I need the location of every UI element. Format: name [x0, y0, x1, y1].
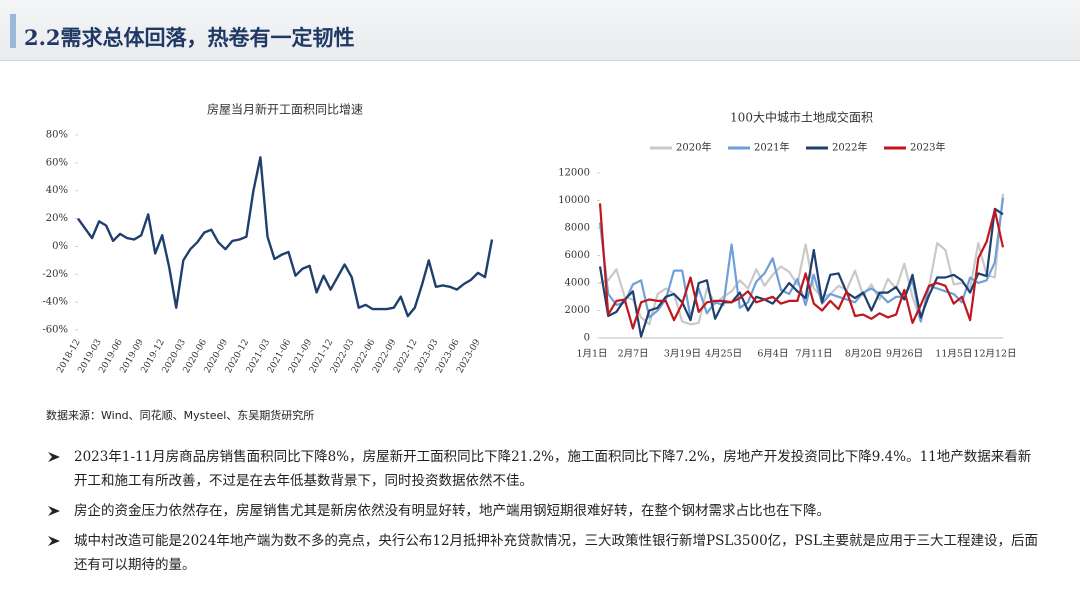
header: 2.2需求总体回落，热卷有一定韧性: [0, 0, 1080, 61]
x-tick-label: 6月4日: [757, 349, 788, 360]
source-note: 数据来源：Wind、同花顺、Mysteel、东吴期货研究所: [46, 409, 315, 422]
x-tick-label: 11月5日: [935, 349, 972, 360]
bullet-marker: [48, 506, 60, 516]
y-tick-label: 6000: [565, 250, 590, 261]
legend-label: 2021年: [754, 141, 789, 154]
y-tick-label: -60%: [42, 325, 68, 336]
y-tick-label: 10000: [558, 195, 590, 206]
y-tick-label: 80%: [46, 130, 68, 141]
bullet-text: 房企的资金压力依然存在，房屋销售尤其是新房依然没有明显好转，地产端用钢短期很难好…: [74, 503, 830, 519]
chart-title: 100大中城市土地成交面积: [730, 110, 873, 125]
data-line: [598, 203, 1005, 330]
y-tick-label: -40%: [42, 297, 68, 308]
bullet-text: 2023年1-11月房商品房销售面积同比下降8%，房屋新开工面积同比下降21.2…: [74, 449, 1032, 489]
x-tick-label: 4月25日: [705, 349, 742, 360]
bullet-marker: [48, 452, 60, 462]
bullet: 城中村改造可能是2024年地产端为数不多的亮点，央行公布12月抵押补充贷款情况，…: [48, 529, 1038, 577]
x-tick-label: 7月11日: [795, 349, 832, 360]
legend-label: 2022年: [832, 141, 867, 154]
y-tick-label: -20%: [42, 269, 68, 280]
header-stripe: [10, 14, 16, 48]
x-tick-label: 2月7日: [618, 349, 649, 360]
x-tick-label: 12月12日: [973, 349, 1016, 360]
x-tick-label: 3月19日: [664, 349, 701, 360]
bullet: 房企的资金压力依然存在，房屋销售尤其是新房依然没有明显好转，地产端用钢短期很难好…: [48, 499, 1038, 523]
data-line: [598, 197, 1005, 323]
x-tick-label: 9月26日: [886, 349, 923, 360]
legend-label: 2020年: [676, 141, 711, 154]
x-tick-label: 8月20日: [845, 349, 882, 360]
y-tick-label: 0: [584, 333, 590, 344]
bullet: 2023年1-11月房商品房销售面积同比下降8%，房屋新开工面积同比下降21.2…: [48, 445, 1038, 493]
data-line: [598, 207, 1004, 338]
y-tick-label: 60%: [46, 157, 68, 168]
charts: 房屋当月新开工面积同比增速 -60% -40% -20% 0% 20% 40% 60% 80% 2…: [42, 102, 1016, 376]
bullet-marker: [48, 536, 60, 546]
y-tick-label: 2000: [565, 305, 590, 316]
y-tick-label: 20%: [46, 213, 68, 224]
data-line: [599, 193, 1005, 326]
bullet-text: 城中村改造可能是2024年地产端为数不多的亮点，央行公布12月抵押补充贷款情况，…: [74, 533, 1038, 573]
legend-label: 2023年: [910, 141, 945, 154]
y-tick-label: 4000: [565, 278, 590, 289]
x-tick-label: 1月1日: [576, 349, 607, 360]
y-tick-label: 0%: [52, 241, 68, 252]
chart-title: 房屋当月新开工面积同比增速: [207, 102, 363, 117]
y-tick-label: 8000: [565, 223, 590, 234]
data-line: [77, 156, 494, 318]
y-tick-label: 12000: [558, 168, 590, 179]
y-tick-label: 40%: [46, 185, 68, 196]
slide-title: 2.2需求总体回落，热卷有一定韧性: [24, 25, 355, 50]
